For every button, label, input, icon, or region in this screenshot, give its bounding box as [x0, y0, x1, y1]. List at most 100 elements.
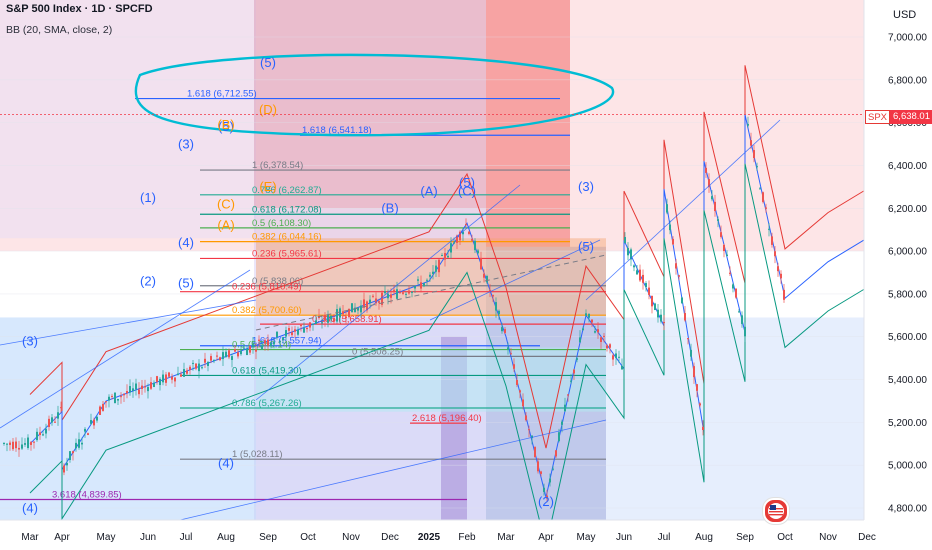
candle-body — [351, 303, 353, 313]
candle-body — [663, 322, 665, 324]
candle-body — [378, 301, 380, 303]
candle-body — [216, 355, 218, 357]
candle-body — [579, 337, 581, 343]
candle-body — [762, 192, 764, 202]
candle-body — [558, 432, 560, 442]
candle-body — [516, 380, 518, 385]
candle-body — [771, 236, 773, 245]
candle-body — [672, 238, 674, 245]
candle-body — [27, 437, 29, 449]
x-tick-label: Mar — [497, 532, 515, 543]
candle-body — [732, 284, 734, 289]
time-axis-panel — [0, 520, 932, 550]
candle-body — [78, 439, 80, 448]
candle-body — [90, 420, 92, 424]
fib-level-label: 0.618 (5,419.30) — [232, 365, 302, 376]
fib-level-label: 0.236 (5,658.91) — [312, 314, 382, 325]
candle-body — [57, 412, 59, 419]
candle-body — [69, 451, 71, 461]
candle-body — [297, 329, 299, 335]
candle-body — [537, 461, 539, 472]
price-axis-panel — [864, 0, 932, 550]
candle-body — [759, 188, 761, 190]
dashed-projection — [255, 254, 607, 331]
wave-label: (C) — [217, 196, 235, 211]
candle-body — [132, 388, 134, 391]
wave-label: (5) — [260, 55, 276, 70]
candle-body — [9, 442, 11, 445]
candle-body — [60, 407, 62, 409]
candle-body — [288, 328, 290, 331]
candle-body — [54, 421, 56, 423]
candle-body — [258, 339, 260, 341]
candle-body — [123, 393, 125, 396]
candle-body — [300, 324, 302, 327]
candle-body — [570, 380, 572, 382]
x-tick-label: Mar — [21, 532, 39, 543]
candle-body — [360, 305, 362, 313]
wave-label: (B) — [381, 201, 398, 216]
wave-label: (D) — [259, 102, 277, 117]
y-tick-label: 6,800.00 — [888, 75, 927, 86]
wave-label: (2) — [140, 273, 156, 288]
candle-body — [642, 274, 644, 283]
x-tick-label: Dec — [858, 532, 876, 543]
candle-body — [465, 224, 467, 226]
candle-body — [177, 373, 179, 375]
x-tick-label: Aug — [695, 532, 713, 543]
candle-body — [213, 360, 215, 362]
x-tick-label: May — [577, 532, 596, 543]
currency-label[interactable]: USD — [893, 9, 917, 21]
candle-body — [549, 478, 551, 483]
candle-body — [666, 204, 668, 213]
candle-body — [729, 272, 731, 274]
candle-body — [714, 201, 716, 212]
candle-body — [705, 167, 707, 173]
last-price-value: 6,638.01 — [890, 110, 932, 124]
candle-body — [306, 327, 308, 330]
candle-body — [765, 207, 767, 209]
candle-body — [75, 442, 77, 449]
fib-level-label: 0.236 (5,965.61) — [252, 248, 322, 259]
candle-body — [342, 311, 344, 315]
us-flag-icon[interactable] — [763, 498, 789, 524]
candle-body — [753, 150, 755, 159]
trendline — [585, 119, 781, 301]
candle-body — [204, 358, 206, 363]
candle-body — [489, 290, 491, 292]
candle-body — [189, 366, 191, 370]
candle-body — [45, 428, 47, 434]
zone-left-purple — [0, 0, 256, 239]
candle-body — [294, 329, 296, 332]
fib-level-label: 0 (5,508.25) — [352, 346, 403, 357]
candle-body — [552, 468, 554, 470]
candle-body — [345, 316, 347, 319]
candle-body — [444, 253, 446, 260]
candle-body — [522, 399, 524, 407]
x-tick-label: Jun — [616, 532, 632, 543]
candle-body — [657, 309, 659, 318]
candle-body — [156, 376, 158, 382]
candle-body — [105, 401, 107, 403]
candle-body — [783, 289, 785, 300]
candle-body — [654, 303, 656, 311]
candle-body — [333, 317, 335, 322]
indicator-label[interactable]: BB (20, SMA, close, 2) — [6, 24, 113, 36]
candle-body — [252, 344, 254, 348]
trendline — [255, 184, 521, 401]
candle-body — [417, 279, 419, 281]
candle-body — [612, 355, 614, 360]
wave-label: (E) — [259, 179, 276, 194]
candle-body — [432, 271, 434, 275]
candle-body — [615, 353, 617, 358]
candle-body — [756, 166, 758, 168]
target-ellipse-annotation — [134, 53, 615, 137]
candle-body — [384, 291, 386, 294]
candle-body — [468, 231, 470, 234]
fib-level-label: 2.618 (5,196.40) — [412, 413, 482, 424]
fib-level-label: 0 (5,838.06) — [252, 276, 303, 287]
candle-body — [51, 417, 53, 423]
fib-level-label: 0.5 (6,108.30) — [252, 218, 311, 229]
